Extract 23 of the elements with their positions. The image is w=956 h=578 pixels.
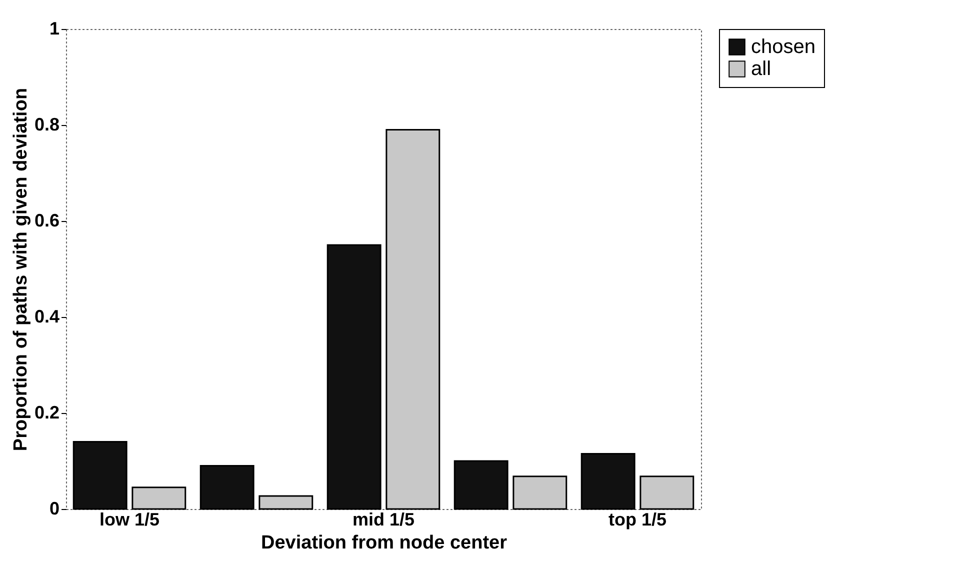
y-tick-label: 0.4 (34, 306, 60, 326)
legend-label: all (751, 58, 772, 80)
y-tick-label: 1 (49, 18, 60, 38)
x-tick-label: mid 1/5 (352, 510, 415, 530)
bar (580, 453, 636, 510)
bar (640, 476, 694, 510)
y-tick-label: 0.8 (34, 114, 60, 134)
y-axis-title: Proportion of paths with given deviation (10, 88, 32, 452)
bar (386, 129, 440, 510)
legend-label: chosen (751, 36, 816, 58)
x-tick-label: top 1/5 (608, 510, 667, 530)
y-tick-label: 0 (49, 498, 60, 518)
bar (72, 441, 128, 510)
y-tick-label: 0.2 (34, 402, 60, 422)
y-tick-label: 0.6 (34, 210, 60, 230)
bar (258, 495, 314, 510)
bar (454, 460, 508, 510)
bar (512, 476, 568, 510)
bar (326, 244, 382, 510)
x-tick-label: low 1/5 (99, 510, 160, 530)
x-axis-title: Deviation from node center (261, 532, 508, 554)
bar (200, 465, 254, 510)
bar (132, 486, 186, 510)
